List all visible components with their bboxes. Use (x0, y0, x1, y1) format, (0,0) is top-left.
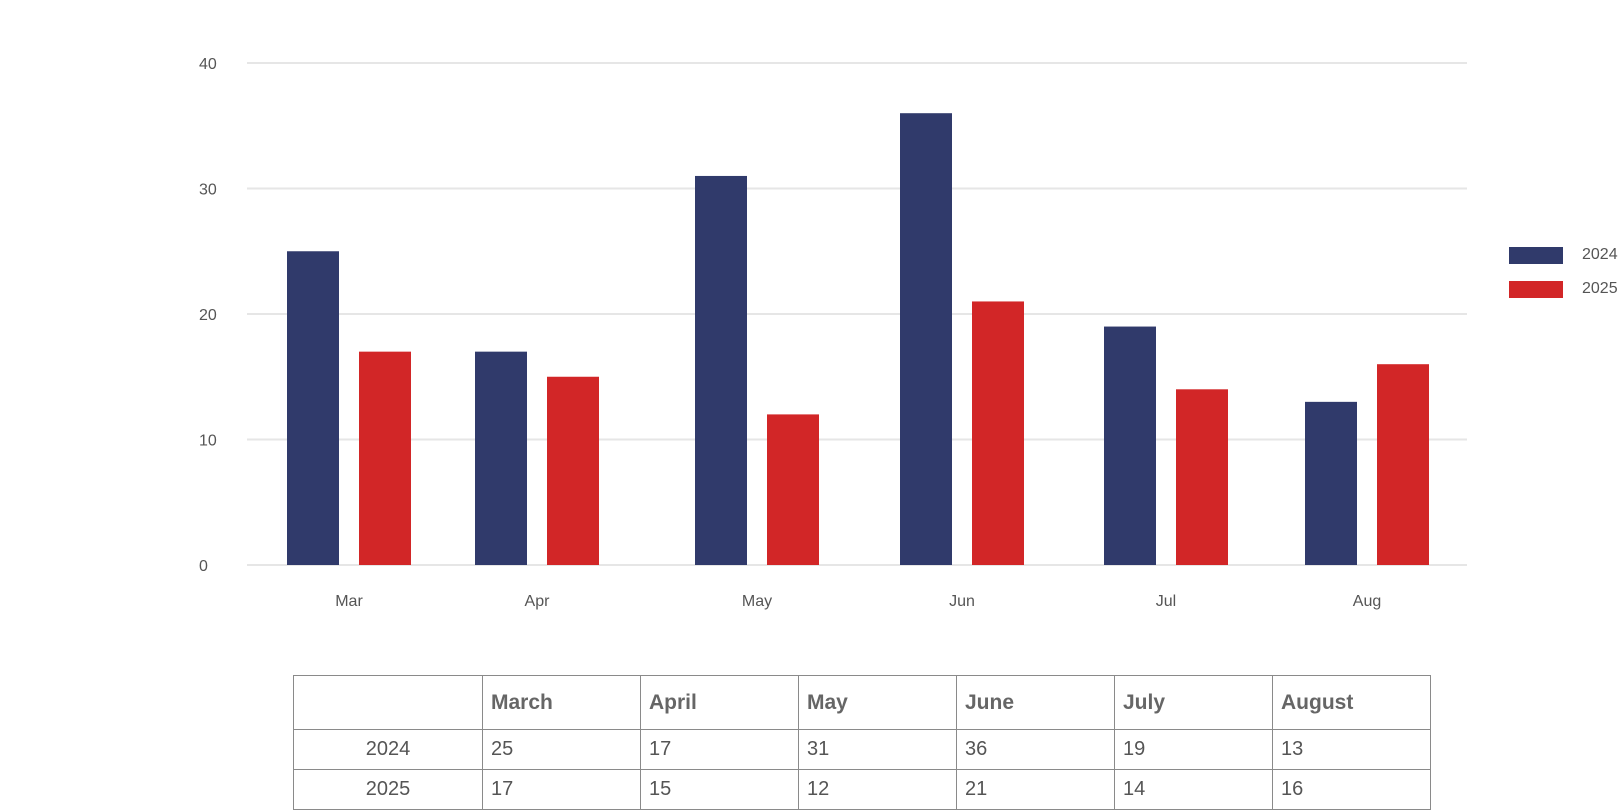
legend-swatch-2024 (1509, 246, 1563, 264)
table-cell: 31 (798, 729, 957, 770)
y-tick-label: 40 (199, 56, 217, 73)
y-tick-label: 0 (199, 558, 208, 575)
table-cell: 15 (640, 769, 799, 810)
table-cell: 12 (798, 769, 957, 810)
bar-2024-apr (475, 351, 527, 565)
bar-2025-mar (359, 351, 411, 565)
bar-2024-aug (1305, 401, 1357, 565)
table-cell: 17 (482, 769, 641, 810)
bar-2025-aug (1377, 364, 1429, 565)
legend: 2024 2025 (1509, 238, 1618, 306)
bar-2025-jul (1176, 389, 1228, 565)
bar-2024-jul (1104, 326, 1156, 565)
table-header-row: March April May June July August (293, 675, 1431, 730)
y-tick-label: 30 (199, 182, 217, 199)
table-header-cell: August (1272, 675, 1431, 730)
table-row-label: 2024 (293, 729, 483, 770)
table-row: 2025 17 15 12 21 14 16 (293, 769, 1431, 810)
table-cell: 25 (482, 729, 641, 770)
x-tick-label: Jun (949, 593, 975, 610)
bar-chart: 0 10 20 30 40 Mar Apr May Jun Jul Aug (199, 56, 1467, 610)
x-tick-label: May (742, 593, 772, 610)
legend-label-2025: 2025 (1582, 280, 1618, 297)
bar-2024-mar (287, 251, 339, 565)
x-tick-label: Mar (335, 593, 363, 610)
table-header-cell: May (798, 675, 957, 730)
y-tick-label: 20 (199, 307, 217, 324)
table-cell: 17 (640, 729, 799, 770)
legend-item-2025: 2025 (1509, 272, 1618, 306)
table-row-label: 2025 (293, 769, 483, 810)
x-tick-label: Apr (525, 593, 551, 610)
legend-swatch-2025 (1509, 280, 1563, 298)
table-row: 2024 25 17 31 36 19 13 (293, 729, 1431, 770)
table-header-cell: June (956, 675, 1115, 730)
y-tick-label: 10 (199, 433, 217, 450)
table-header-cell: April (640, 675, 799, 730)
x-tick-label: Aug (1353, 593, 1381, 610)
bar-2025-apr (547, 376, 599, 565)
bars (287, 113, 1429, 565)
data-table: March April May June July August 2024 25… (293, 675, 1431, 810)
table-cell: 19 (1114, 729, 1273, 770)
bar-2024-may (695, 175, 747, 565)
legend-item-2024: 2024 (1509, 238, 1618, 272)
table-cell: 21 (956, 769, 1115, 810)
table-header-cell: March (482, 675, 641, 730)
bar-2025-jun (972, 301, 1024, 565)
legend-label-2024: 2024 (1582, 246, 1618, 263)
gridlines (247, 62, 1467, 566)
bar-2024-jun (900, 113, 952, 565)
table-cell: 16 (1272, 769, 1431, 810)
table-header-cell (293, 675, 483, 730)
x-tick-label: Jul (1156, 593, 1176, 610)
table-cell: 13 (1272, 729, 1431, 770)
bar-2025-may (767, 414, 819, 565)
y-axis-ticks: 0 10 20 30 40 (199, 56, 217, 575)
table-cell: 14 (1114, 769, 1273, 810)
table-cell: 36 (956, 729, 1115, 770)
table-header-cell: July (1114, 675, 1273, 730)
x-axis-ticks: Mar Apr May Jun Jul Aug (335, 593, 1381, 610)
